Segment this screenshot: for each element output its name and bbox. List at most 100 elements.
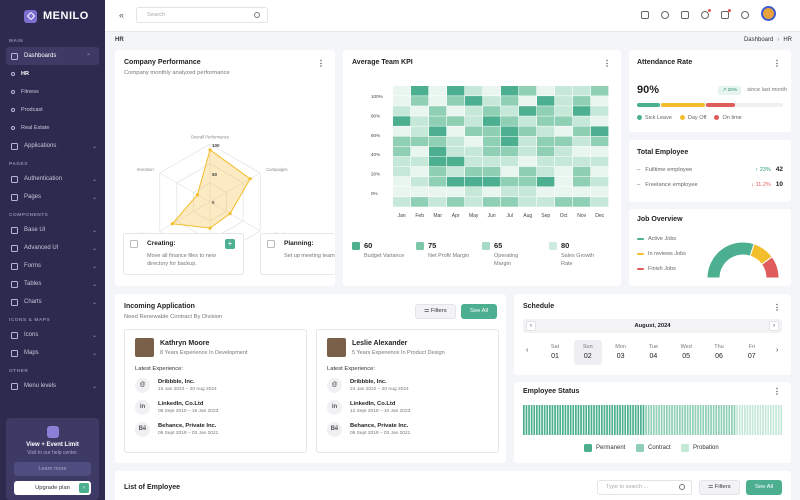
sidebar-sub-fitness[interactable]: Fitness xyxy=(0,83,105,101)
sidebar-sub-real-estate[interactable]: Real Estate xyxy=(0,119,105,137)
sidebar-sub-prodcast[interactable]: Prodcast xyxy=(0,101,105,119)
chevron-down-icon: ⌄ xyxy=(91,383,97,390)
more-icon[interactable]: ⋮ xyxy=(773,303,781,312)
upgrade-plan-button[interactable]: Upgrade plan › xyxy=(14,481,91,495)
status-bar xyxy=(723,405,725,435)
heatmap-cell xyxy=(483,166,501,177)
user-avatar[interactable] xyxy=(761,6,776,21)
legend-swatch xyxy=(681,444,689,452)
company-name: Dribbble, Inc. xyxy=(350,378,387,385)
employee-see-all-button[interactable]: See All xyxy=(746,480,783,495)
company-logo-icon: @ xyxy=(135,377,150,393)
fullscreen-icon[interactable] xyxy=(681,11,689,19)
more-icon[interactable]: ⋮ xyxy=(773,59,781,68)
heatmap-cell xyxy=(501,176,519,187)
day-thu[interactable]: Thu 06 xyxy=(705,340,733,365)
day-date: 03 xyxy=(616,353,625,360)
task-card-planning[interactable]: Planning: Set up meeting team for next w xyxy=(260,233,335,275)
filters-button[interactable]: ⚌ Filters xyxy=(415,304,456,319)
sidebar-item-icons[interactable]: Icons ⌄ xyxy=(0,326,105,344)
heatmap-cell xyxy=(447,86,465,96)
filter-icon: ⚌ xyxy=(708,484,714,490)
day-mon[interactable]: Mon 03 xyxy=(607,340,635,365)
legend-item: Permanent xyxy=(584,444,625,452)
sidebar-item-forms[interactable]: Forms ⌄ xyxy=(0,257,105,275)
gear-icon[interactable] xyxy=(741,11,749,19)
translate-icon[interactable] xyxy=(641,11,649,19)
month-selector: ‹ August, 2024 › xyxy=(523,319,782,333)
legend-label: Day Off xyxy=(687,115,707,121)
cart-icon[interactable] xyxy=(721,9,731,19)
sidebar-item-authentication[interactable]: Authentication ⌄ xyxy=(0,170,105,188)
sidebar-item-base-ui[interactable]: Base UI ⌄ xyxy=(0,221,105,239)
card-title: Attendance Rate xyxy=(637,59,693,66)
applicant-card[interactable]: Leslie Alexander 5 Years Experience In Pr… xyxy=(316,329,499,453)
learn-more-button[interactable]: Learn more xyxy=(14,462,91,476)
day-sat[interactable]: Sat 01 xyxy=(541,340,569,365)
status-bar xyxy=(725,405,728,435)
status-bar xyxy=(681,405,684,435)
kpi-value: 80 xyxy=(561,241,570,250)
heatmap-cell xyxy=(465,146,483,157)
add-icon[interactable]: + xyxy=(225,239,235,249)
card-title: Employee Status xyxy=(523,388,580,395)
sidebar-item-menu-levels[interactable]: Menu levels ⌄ xyxy=(0,377,105,395)
next-month-icon[interactable]: › xyxy=(769,321,779,331)
applicant-card[interactable]: Kathryn Moore 8 Years Experience In Devel… xyxy=(124,329,307,453)
checkbox-icon[interactable] xyxy=(267,240,275,248)
task-card-creating[interactable]: Creating: Move all finance files to new … xyxy=(123,233,244,275)
status-bar xyxy=(720,405,723,435)
legend-dot xyxy=(637,115,642,121)
sun-icon[interactable] xyxy=(661,11,669,19)
sidebar-item-pages[interactable]: Pages ⌄ xyxy=(0,188,105,206)
job-label: In reviews Jobs xyxy=(648,250,686,257)
see-all-button[interactable]: See All xyxy=(461,304,498,319)
kpi-swatch xyxy=(416,241,424,250)
status-bar xyxy=(533,405,536,435)
sidebar-sub-hr[interactable]: HR xyxy=(0,65,105,83)
task-desc: Move all finance files to new directory … xyxy=(147,253,216,267)
search-input[interactable]: Search xyxy=(136,7,268,23)
employee-search-input[interactable]: Type to search ... xyxy=(597,480,692,495)
status-bar xyxy=(699,405,702,435)
prev-week-icon[interactable]: ‹ xyxy=(526,347,529,354)
radar-axis-label: Campaigns xyxy=(266,167,287,172)
attendance-segment xyxy=(661,103,706,107)
table-icon xyxy=(11,280,18,288)
status-bar xyxy=(595,405,598,435)
sidebar-item-tables[interactable]: Tables ⌄ xyxy=(0,275,105,293)
sidebar-item-maps[interactable]: Maps ⌄ xyxy=(0,344,105,362)
day-name: Sun xyxy=(582,344,593,350)
employee-filters-button[interactable]: ⚌ Filters xyxy=(699,480,740,495)
employee-row: – Freelance employee ↓ 11.2% 10 xyxy=(637,177,783,192)
sidebar-item-advanced-ui[interactable]: Advanced UI ⌄ xyxy=(0,239,105,257)
breadcrumb-dashboard[interactable]: Dashboard xyxy=(743,37,774,43)
attendance-percent: 90% xyxy=(637,84,660,96)
heatmap-cell xyxy=(447,146,465,157)
heatmap-cell xyxy=(519,106,537,116)
chevron-right-icon: › xyxy=(777,37,780,43)
company-logo-icon: @ xyxy=(327,377,342,393)
collapse-sidebar-icon[interactable]: « xyxy=(119,10,125,20)
status-bar xyxy=(624,405,627,435)
next-week-icon[interactable]: › xyxy=(776,347,779,354)
prev-month-icon[interactable]: ‹ xyxy=(526,321,536,331)
more-icon[interactable]: ⋮ xyxy=(603,59,611,68)
sidebar-item-dashboards[interactable]: Dashboards ⌃ xyxy=(6,47,99,65)
more-icon[interactable]: ⋮ xyxy=(317,59,325,68)
day-fri[interactable]: Fri 07 xyxy=(738,340,766,365)
more-icon[interactable]: ⋮ xyxy=(773,387,781,396)
checkbox-icon[interactable] xyxy=(130,240,138,248)
search-icon xyxy=(679,484,685,490)
bell-icon[interactable] xyxy=(701,9,711,19)
sidebar-item-charts[interactable]: Charts ⌄ xyxy=(0,293,105,311)
day-date: 04 xyxy=(649,353,658,360)
day-sun[interactable]: Sun 02 xyxy=(573,340,602,365)
brand-logo[interactable]: MENILO xyxy=(0,0,105,32)
status-bar xyxy=(647,405,650,435)
applicant-info: Leslie Alexander 5 Years Experience In Pr… xyxy=(352,340,445,356)
day-tue[interactable]: Tue 04 xyxy=(639,340,667,365)
day-wed[interactable]: Wed 05 xyxy=(672,340,700,365)
status-bar xyxy=(556,405,559,435)
sidebar-item-applications[interactable]: Applications ⌄ xyxy=(0,137,105,155)
